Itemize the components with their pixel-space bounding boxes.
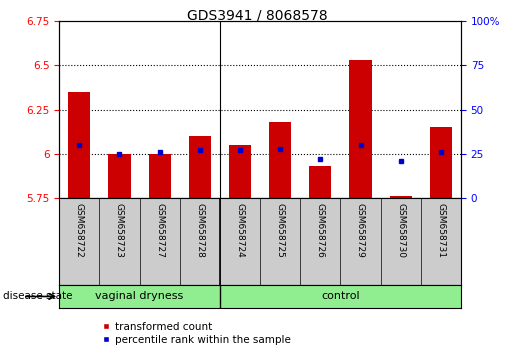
Text: GSM658730: GSM658730 xyxy=(396,202,405,258)
Bar xyxy=(229,145,251,198)
Text: GSM658724: GSM658724 xyxy=(235,202,245,257)
Text: disease state: disease state xyxy=(3,291,72,302)
Text: control: control xyxy=(321,291,359,302)
Bar xyxy=(310,166,331,198)
Text: GSM658722: GSM658722 xyxy=(75,202,84,257)
Bar xyxy=(189,136,211,198)
Bar xyxy=(430,127,452,198)
Text: GDS3941 / 8068578: GDS3941 / 8068578 xyxy=(187,9,328,23)
Bar xyxy=(149,154,170,198)
Bar xyxy=(390,196,411,198)
Legend: transformed count, percentile rank within the sample: transformed count, percentile rank withi… xyxy=(98,317,295,349)
Bar xyxy=(269,122,291,198)
Text: GSM658727: GSM658727 xyxy=(155,202,164,257)
Text: GSM658731: GSM658731 xyxy=(436,202,445,258)
Text: GSM658725: GSM658725 xyxy=(276,202,285,257)
Text: GSM658723: GSM658723 xyxy=(115,202,124,257)
Text: GSM658728: GSM658728 xyxy=(195,202,204,257)
Text: GSM658729: GSM658729 xyxy=(356,202,365,257)
Text: vaginal dryness: vaginal dryness xyxy=(95,291,184,302)
Text: GSM658726: GSM658726 xyxy=(316,202,325,257)
Bar xyxy=(68,92,90,198)
Bar xyxy=(350,60,371,198)
Bar xyxy=(109,154,130,198)
